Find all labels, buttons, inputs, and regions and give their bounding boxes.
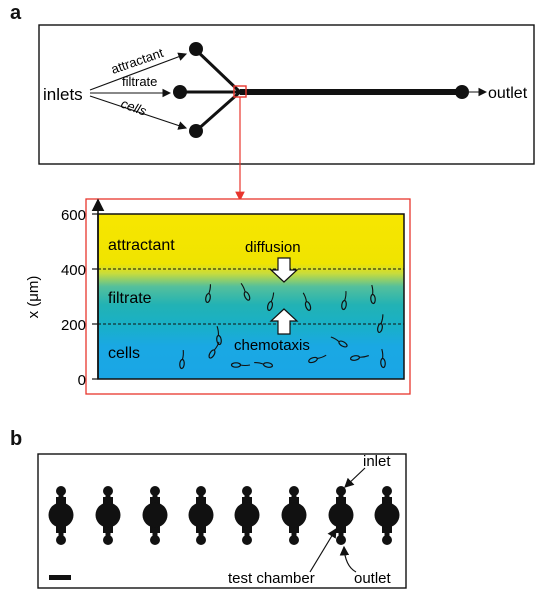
arrow-to-attractant bbox=[89, 52, 188, 91]
region-label-cells: cells bbox=[108, 345, 140, 362]
inlets-label: inlets bbox=[43, 85, 83, 104]
outlet-callout-label: outlet bbox=[354, 570, 392, 587]
attractant-inlet-port bbox=[189, 42, 203, 56]
inlet-callout-line bbox=[344, 467, 366, 488]
outlet-callout-line bbox=[339, 545, 357, 573]
outlet-port bbox=[455, 85, 469, 99]
filtrate-channel-label: filtrate bbox=[122, 74, 157, 89]
region-label-filtrate: filtrate bbox=[108, 290, 152, 307]
chemotaxis-label: chemotaxis bbox=[234, 337, 310, 354]
inlet-callout-label: inlet bbox=[363, 453, 391, 470]
diffusion-label: diffusion bbox=[245, 239, 301, 256]
y-tick-label-0: 0 bbox=[78, 372, 86, 389]
y-tick-label-600: 600 bbox=[61, 207, 86, 224]
channel-cells bbox=[195, 90, 241, 133]
y-tick-label-400: 400 bbox=[61, 262, 86, 279]
y-axis-label: x (μm) bbox=[25, 276, 42, 319]
channel-attractant bbox=[194, 48, 242, 94]
region-label-attractant: attractant bbox=[108, 237, 175, 254]
test-chamber-callout-line bbox=[309, 527, 337, 573]
arrow-to-cells bbox=[89, 95, 188, 130]
outlet-label: outlet bbox=[488, 85, 528, 102]
cells-inlet-port bbox=[189, 124, 203, 138]
diffusion-arrow-icon bbox=[269, 257, 299, 283]
panel-b-letter: b bbox=[10, 428, 23, 450]
panel-a-letter: a bbox=[10, 2, 22, 24]
test-chamber-callout-label: test chamber bbox=[228, 570, 315, 587]
y-tick-label-200: 200 bbox=[61, 317, 86, 334]
filtrate-inlet-port bbox=[173, 85, 187, 99]
chemotaxis-arrow-icon bbox=[269, 308, 299, 335]
scale-bar bbox=[49, 575, 71, 580]
